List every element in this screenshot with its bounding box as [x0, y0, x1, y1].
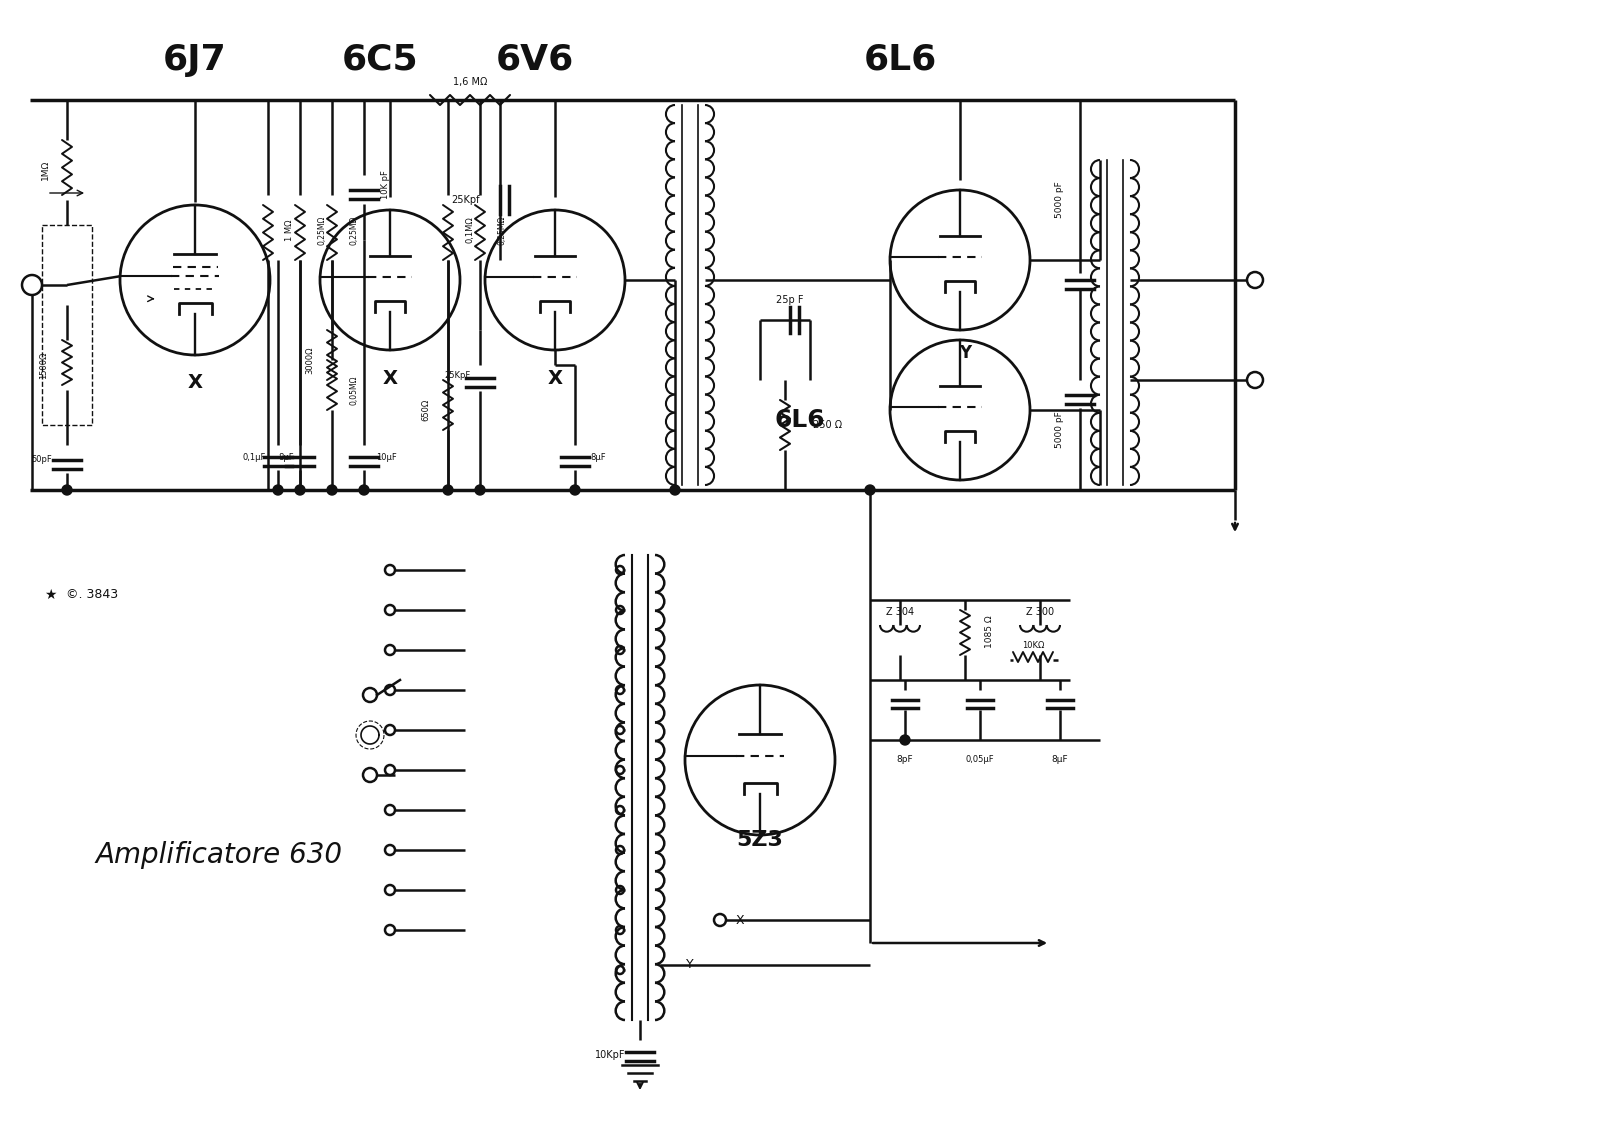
Text: 10K pF: 10K pF	[381, 171, 390, 199]
Text: X: X	[547, 369, 563, 388]
Text: 8pF: 8pF	[896, 756, 914, 765]
Text: 5000 pF: 5000 pF	[1056, 182, 1064, 218]
Text: X: X	[187, 373, 203, 392]
Text: 6J7: 6J7	[163, 43, 227, 77]
Text: 10µF: 10µF	[376, 452, 397, 461]
Text: 0,25MΩ: 0,25MΩ	[349, 215, 358, 244]
Text: 25KpF: 25KpF	[445, 371, 470, 380]
Circle shape	[326, 485, 338, 495]
Text: Y: Y	[686, 958, 694, 972]
Text: 0,25MΩ: 0,25MΩ	[317, 215, 326, 244]
Circle shape	[670, 485, 680, 495]
Text: 8µF: 8µF	[590, 452, 606, 461]
Circle shape	[294, 485, 306, 495]
Text: X: X	[382, 369, 397, 388]
Text: 5000 pF: 5000 pF	[1056, 412, 1064, 448]
Circle shape	[274, 485, 283, 495]
Text: ★: ★	[43, 588, 56, 602]
Text: 8µF: 8µF	[1051, 756, 1069, 765]
Text: 10KΩ: 10KΩ	[1022, 640, 1045, 649]
Text: 650Ω: 650Ω	[421, 399, 430, 421]
Text: 0,1µF: 0,1µF	[242, 452, 266, 461]
Text: 6C5: 6C5	[342, 43, 418, 77]
Circle shape	[62, 485, 72, 495]
Text: 10KpF: 10KpF	[595, 1050, 626, 1060]
Text: 1 MΩ: 1 MΩ	[285, 219, 294, 241]
Text: 8µF: 8µF	[278, 452, 294, 461]
Text: 1085 Ω: 1085 Ω	[986, 615, 995, 648]
Text: 6V6: 6V6	[496, 43, 574, 77]
Text: 25Kpf: 25Kpf	[451, 195, 480, 205]
Circle shape	[358, 485, 370, 495]
Text: 0,25MΩ: 0,25MΩ	[498, 215, 507, 244]
Circle shape	[570, 485, 579, 495]
Text: 250 Ω: 250 Ω	[813, 420, 843, 430]
Text: 5Z3: 5Z3	[736, 830, 784, 851]
Text: Y: Y	[958, 344, 971, 362]
Text: 0,1MΩ: 0,1MΩ	[466, 217, 475, 243]
Text: 0,05µF: 0,05µF	[966, 756, 994, 765]
Text: 50pF: 50pF	[32, 456, 53, 465]
Text: X: X	[736, 914, 744, 926]
Text: 1500Ω: 1500Ω	[40, 352, 48, 379]
Text: 0,05MΩ: 0,05MΩ	[349, 375, 358, 405]
Text: Z 304: Z 304	[886, 607, 914, 618]
Text: 1MΩ: 1MΩ	[40, 159, 50, 180]
Circle shape	[866, 485, 875, 495]
Circle shape	[899, 735, 910, 745]
Text: 3000Ω: 3000Ω	[306, 346, 315, 373]
Text: Amplificatore 630: Amplificatore 630	[94, 841, 342, 869]
Text: 1,6 MΩ: 1,6 MΩ	[453, 77, 486, 87]
Text: ©. 3843: ©. 3843	[62, 588, 118, 602]
Text: 25p F: 25p F	[776, 295, 803, 305]
Text: 6L6: 6L6	[864, 43, 936, 77]
Text: 6L6: 6L6	[774, 408, 826, 432]
Circle shape	[443, 485, 453, 495]
Circle shape	[475, 485, 485, 495]
Text: Z 300: Z 300	[1026, 607, 1054, 618]
